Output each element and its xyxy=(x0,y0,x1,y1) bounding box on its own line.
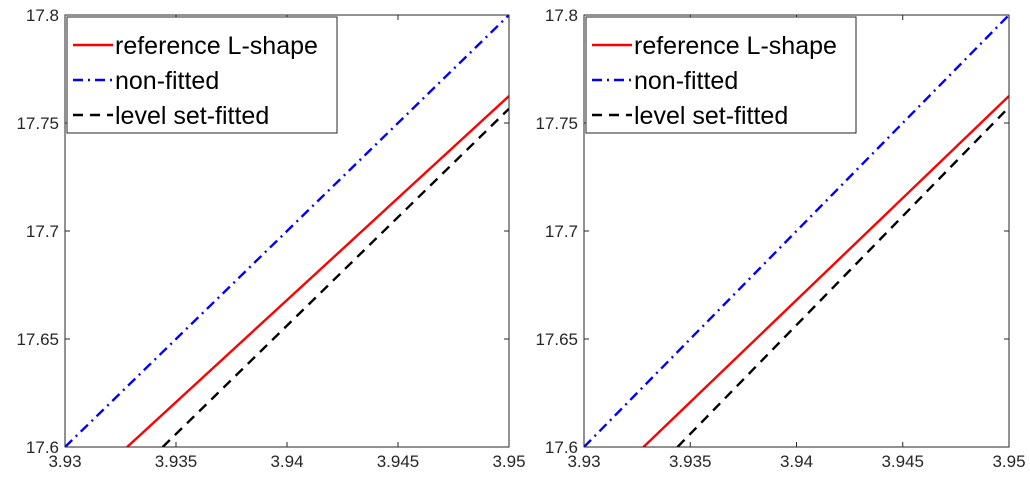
x-tick-label: 3.94 xyxy=(270,452,303,471)
y-tick-label: 17.75 xyxy=(16,114,59,133)
legend-label: reference L-shape xyxy=(115,32,318,60)
x-tick-label: 3.945 xyxy=(377,452,420,471)
series-group xyxy=(65,15,509,447)
legend: reference L-shape non-fitted level set-fit… xyxy=(585,16,857,134)
y-tick-label: 17.8 xyxy=(26,6,59,25)
y-tick-label: 17.6 xyxy=(545,438,578,457)
x-tick-label: 3.95 xyxy=(992,452,1025,471)
y-tick-label: 17.6 xyxy=(26,438,59,457)
y-tick-label: 17.7 xyxy=(545,222,578,241)
x-tick-label: 3.935 xyxy=(155,452,198,471)
x-tick-label: 3.935 xyxy=(669,452,712,471)
legend-label: non-fitted xyxy=(634,67,738,95)
x-tick-label: 3.93 xyxy=(48,452,81,471)
x-tick-label: 3.945 xyxy=(881,452,924,471)
y-tick-label: 17.7 xyxy=(26,222,59,241)
x-tick-label: 3.93 xyxy=(567,452,600,471)
series-line-3 xyxy=(161,107,509,447)
chart-panel-2: 3.93 3.935 3.94 3.945 3.95 17.6 17.65 17.7 17.75… xyxy=(535,6,1025,471)
legend: reference L-shape non-fitted level set-fit… xyxy=(66,16,338,134)
x-tick-label: 3.95 xyxy=(492,452,525,471)
series-line-1 xyxy=(126,95,509,447)
chart-panel-1: 3.93 3.935 3.94 3.945 3.95 17.6 17.65 17.7 17.75… xyxy=(16,6,525,471)
series-line-3 xyxy=(676,106,1009,447)
y-tick-label: 17.75 xyxy=(535,114,578,133)
legend-label: non-fitted xyxy=(115,67,219,95)
y-tick-label: 17.65 xyxy=(16,330,59,349)
y-tick-label: 17.65 xyxy=(535,330,578,349)
legend-label: reference L-shape xyxy=(634,32,837,60)
x-tick-label: 3.94 xyxy=(780,452,813,471)
series-line-2 xyxy=(65,15,509,447)
series-group xyxy=(584,15,1009,447)
legend-box xyxy=(66,16,338,134)
series-line-1 xyxy=(642,95,1009,447)
legend-label: level set-fitted xyxy=(115,102,269,130)
legend-box xyxy=(585,16,857,134)
legend-label: level set-fitted xyxy=(634,102,788,130)
y-tick-label: 17.8 xyxy=(545,6,578,25)
